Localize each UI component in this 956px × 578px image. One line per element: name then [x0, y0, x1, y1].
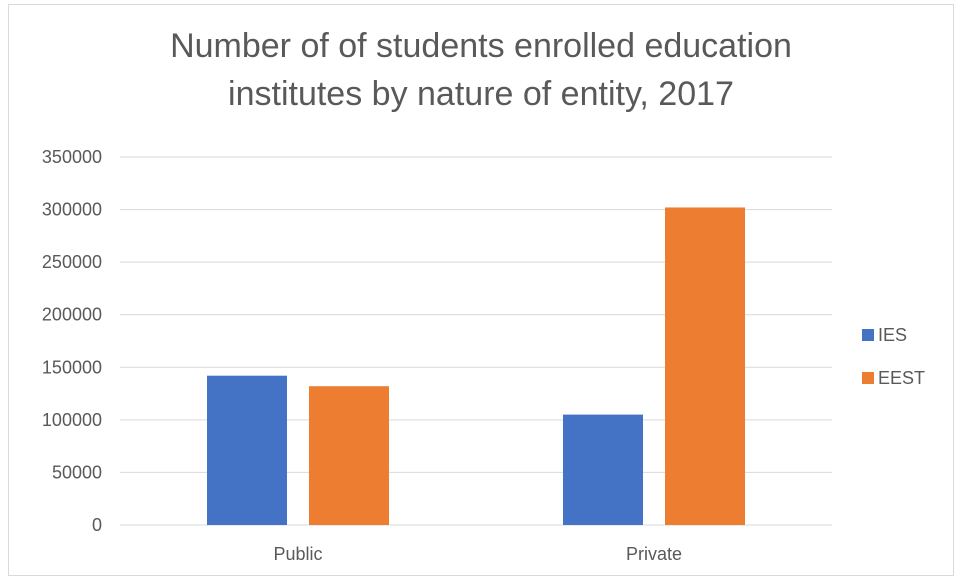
y-tick-label: 100000	[42, 410, 102, 430]
y-tick-label: 350000	[42, 147, 102, 167]
bar-ies-public	[207, 376, 287, 525]
legend-swatch-ies	[862, 329, 874, 341]
y-tick-label: 200000	[42, 305, 102, 325]
y-tick-label: 300000	[42, 200, 102, 220]
legend-swatch-eest	[862, 372, 874, 384]
legend-label-eest: EEST	[878, 368, 925, 388]
y-tick-label: 150000	[42, 357, 102, 377]
bar-eest-public	[309, 386, 389, 525]
legend-label-ies: IES	[878, 325, 907, 345]
x-tick-label: Private	[626, 544, 682, 564]
bar-eest-private	[665, 207, 745, 525]
y-tick-label: 0	[92, 515, 102, 535]
x-tick-label: Public	[273, 544, 322, 564]
y-tick-label: 250000	[42, 252, 102, 272]
bar-ies-private	[563, 415, 643, 525]
y-tick-label: 50000	[52, 462, 102, 482]
